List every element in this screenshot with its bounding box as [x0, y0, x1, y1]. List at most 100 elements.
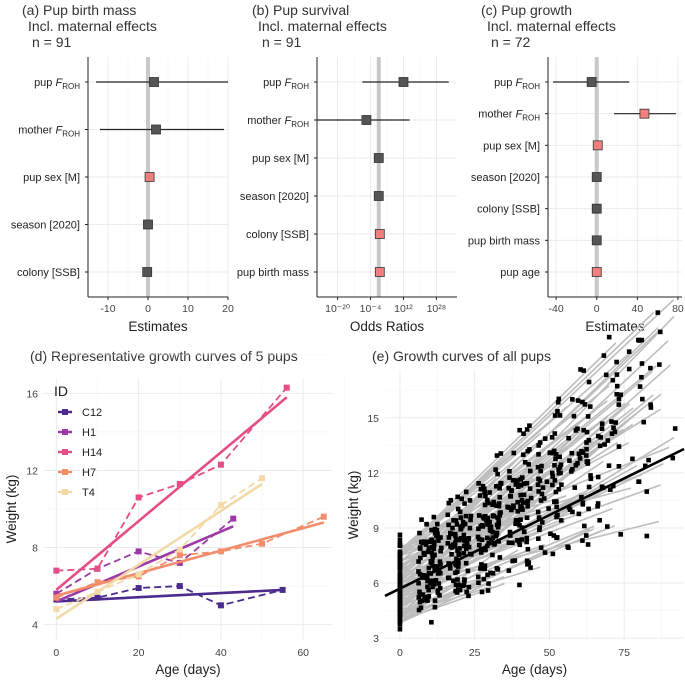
x-tick-label: 0 — [594, 303, 600, 315]
observation-point — [498, 480, 504, 486]
individual-fit-line — [399, 585, 492, 616]
observation-point — [488, 570, 493, 576]
observation-point — [417, 591, 423, 597]
observation-point — [421, 539, 427, 544]
observation-point — [426, 545, 432, 551]
observation-point — [539, 463, 544, 469]
term-label: colony [SSB] — [477, 204, 540, 216]
observation-point — [438, 535, 443, 540]
observation-point — [618, 532, 624, 537]
observation-point — [521, 431, 526, 436]
observation-point — [478, 566, 483, 571]
individual-fit-line — [399, 340, 669, 591]
observation-point — [462, 501, 467, 506]
observation-point — [430, 545, 435, 550]
observation-point — [535, 482, 541, 488]
observation-point — [454, 590, 460, 595]
observation-point — [575, 398, 581, 403]
observation-point — [549, 435, 555, 440]
observation-point — [426, 539, 432, 545]
observation-point — [435, 590, 441, 595]
observation-point — [518, 517, 523, 522]
observation-point — [582, 402, 588, 407]
observation-point — [459, 496, 465, 502]
observation-point — [439, 545, 444, 551]
observation-point — [418, 546, 423, 551]
observation-point — [535, 464, 541, 470]
observation-point — [494, 566, 500, 571]
observation-point — [598, 435, 603, 440]
observation-point — [497, 494, 503, 500]
observation-point — [456, 560, 461, 566]
series-H1-observed — [55, 517, 234, 595]
observation-point — [618, 392, 624, 398]
observation-point — [476, 542, 482, 548]
observation-point — [584, 429, 590, 435]
observation-point — [521, 492, 527, 498]
x-axis-title: Age (days) — [502, 662, 567, 677]
observation-point — [480, 483, 486, 489]
observation-point — [430, 563, 435, 569]
series-H7-point — [94, 579, 101, 586]
observation-point — [519, 475, 525, 480]
observation-point — [494, 453, 500, 458]
observation-point — [519, 505, 525, 511]
observation-point — [566, 435, 571, 441]
observation-point — [480, 522, 485, 528]
series-H1-point — [135, 548, 142, 555]
observation-point — [639, 337, 645, 343]
observation-point — [579, 494, 584, 500]
observation-point — [648, 365, 653, 371]
observation-point — [485, 572, 490, 578]
observation-point — [524, 480, 530, 486]
observation-point — [546, 506, 551, 511]
legend-swatch-point — [62, 449, 68, 455]
observation-point — [432, 598, 438, 603]
observation-point — [445, 512, 451, 518]
observation-point — [462, 543, 467, 549]
observation-point — [558, 470, 563, 476]
observation-point — [559, 482, 564, 488]
panel-subtitle: Incl. maternal effects — [28, 18, 157, 34]
legend-label: C12 — [82, 407, 102, 419]
term-label: pup sex [M] — [23, 172, 80, 184]
estimate-point — [149, 77, 159, 87]
observation-point — [479, 537, 485, 543]
observation-point — [498, 451, 504, 456]
observation-point — [435, 531, 440, 537]
observation-point — [397, 622, 403, 627]
observation-point — [552, 499, 557, 504]
observation-point — [482, 486, 487, 492]
observation-point — [614, 359, 619, 365]
observation-point — [455, 577, 460, 582]
observation-point — [485, 497, 490, 503]
term-label: pup sex [M] — [483, 140, 540, 152]
observation-point — [429, 619, 434, 625]
x-tick-label: 10 — [182, 303, 194, 315]
observation-point — [513, 482, 519, 487]
series-T4-point — [94, 588, 101, 595]
observation-point — [544, 479, 550, 485]
observation-point — [573, 462, 579, 468]
observation-point — [476, 536, 482, 542]
observation-point — [489, 537, 494, 542]
x-tick-label: 10²⁸ — [427, 303, 447, 315]
observation-point — [478, 550, 484, 555]
observation-point — [397, 619, 403, 624]
term-label: pup birth mass — [468, 235, 541, 247]
panel-subtitle: Incl. maternal effects — [258, 18, 387, 34]
observation-point — [485, 535, 490, 541]
observation-point — [425, 549, 431, 555]
estimate-point — [591, 203, 602, 214]
x-tick-label: 40 — [631, 303, 643, 315]
observation-point — [483, 518, 489, 523]
observation-point — [424, 521, 429, 527]
observation-point — [467, 498, 473, 503]
x-tick-label: 10¹² — [394, 303, 413, 315]
observation-point — [555, 408, 560, 414]
observation-point — [525, 498, 531, 504]
observation-point — [418, 605, 424, 611]
observation-point — [527, 468, 533, 474]
observation-point — [468, 513, 474, 519]
